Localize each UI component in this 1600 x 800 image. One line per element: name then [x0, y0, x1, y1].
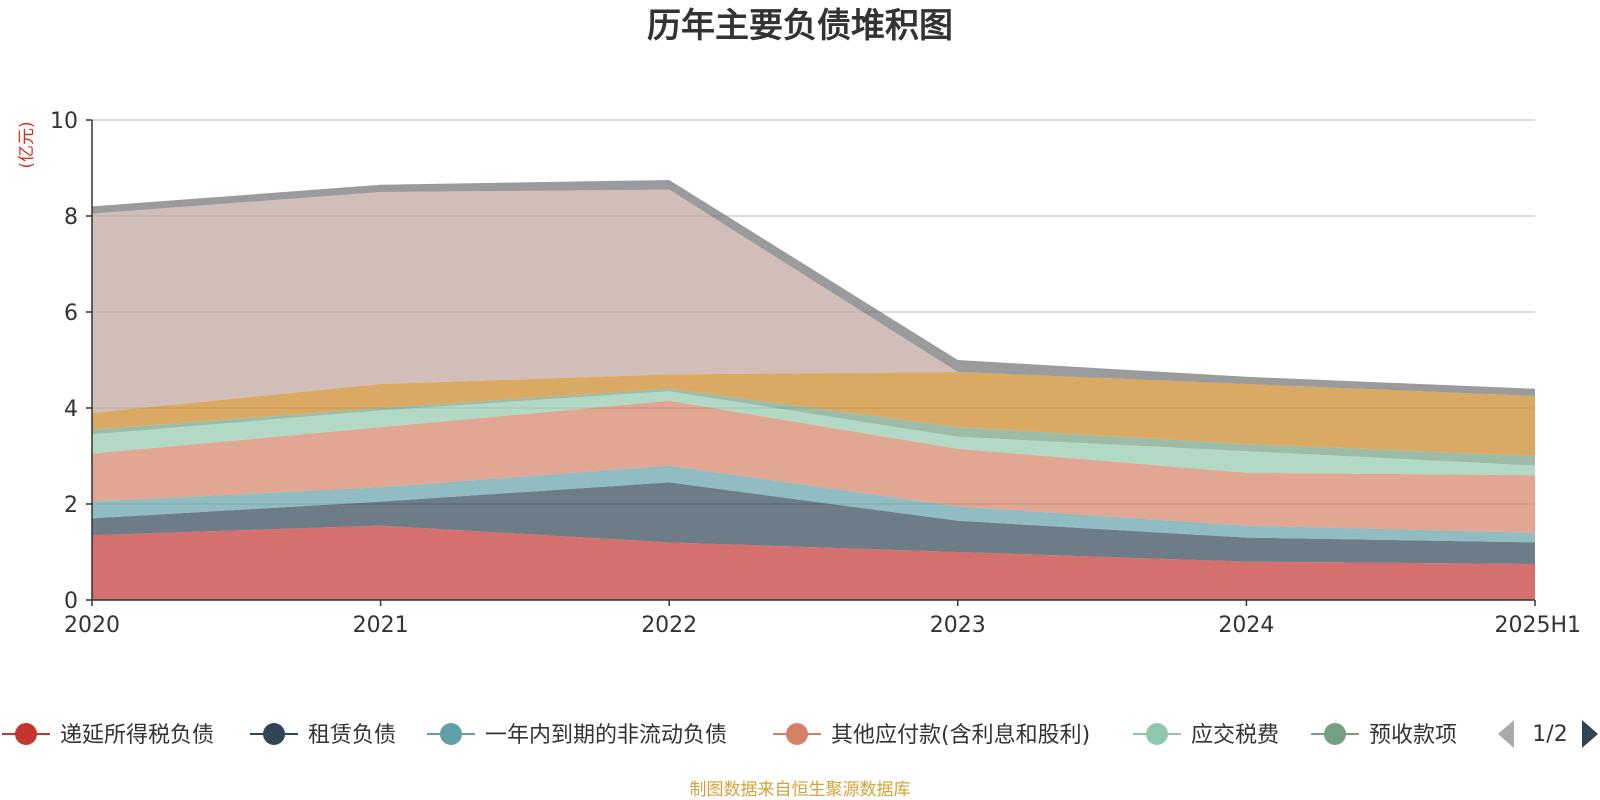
area-series-4 [92, 391, 1535, 476]
legend-label: 递延所得税负债 [60, 723, 214, 748]
legend-marker-icon [263, 723, 285, 745]
x-tick-label: 2020 [64, 613, 120, 638]
area-series-8 [92, 180, 1535, 396]
legend-marker-icon [440, 723, 462, 745]
legend-item[interactable]: 预收款项 [1311, 723, 1457, 748]
y-tick-label: 0 [64, 589, 78, 614]
prev-page-icon[interactable] [1498, 720, 1514, 748]
x-tick-label: 2021 [353, 613, 409, 638]
area-series-2 [92, 465, 1535, 543]
area-series-5 [92, 388, 1535, 466]
legend-pager: 1/2 [1498, 720, 1598, 748]
legend-label: 其他应付款(含利息和股利) [831, 723, 1090, 748]
legend-item[interactable]: 其他应付款(含利息和股利) [773, 723, 1090, 748]
legend[interactable]: 递延所得税负债 租赁负债 一年内到期的非流动负债 其他应付款(含利息和股利) 应交税费 预… [2, 723, 1457, 748]
y-tick-label: 2 [64, 493, 78, 518]
legend-marker-icon [15, 723, 37, 745]
x-tick-label: 2023 [930, 613, 986, 638]
next-page-icon[interactable] [1582, 720, 1598, 748]
x-tick-label: 2022 [641, 613, 697, 638]
area-series-1 [92, 482, 1535, 564]
legend-marker-icon [786, 723, 808, 745]
area-series-3 [92, 400, 1535, 533]
area-series-7 [92, 189, 1535, 413]
legend-item[interactable]: 应交税费 [1133, 723, 1279, 748]
legend-marker-icon [1146, 723, 1168, 745]
y-axis-unit: (亿元) [17, 121, 37, 168]
legend-item[interactable]: 递延所得税负债 [2, 723, 214, 748]
legend-label: 预收款项 [1369, 723, 1457, 748]
legend-marker-icon [1324, 723, 1346, 745]
x-tick-label: 2024 [1218, 613, 1274, 638]
y-tick-label: 4 [64, 397, 78, 422]
y-tick-label: 10 [50, 109, 78, 134]
axes: 0 2 4 6 8 10 2020 2021 2022 2023 2024 2025H1 [50, 109, 1581, 638]
y-tick-label: 6 [64, 301, 78, 326]
legend-label: 一年内到期的非流动负债 [485, 723, 727, 748]
legend-item[interactable]: 租赁负债 [250, 723, 396, 748]
legend-label: 租赁负债 [308, 723, 396, 748]
data-source-note: 制图数据来自恒生聚源数据库 [690, 780, 911, 800]
legend-item[interactable]: 一年内到期的非流动负债 [427, 723, 727, 748]
x-tick-label: 2025H1 [1494, 613, 1581, 638]
area-series-6 [92, 372, 1535, 456]
chart-title: 历年主要负债堆积图 [647, 6, 953, 46]
y-tick-label: 8 [64, 205, 78, 230]
area-series-0 [92, 525, 1535, 600]
legend-page-indicator: 1/2 [1532, 722, 1567, 747]
area-series [92, 180, 1535, 600]
legend-label: 应交税费 [1191, 723, 1279, 748]
